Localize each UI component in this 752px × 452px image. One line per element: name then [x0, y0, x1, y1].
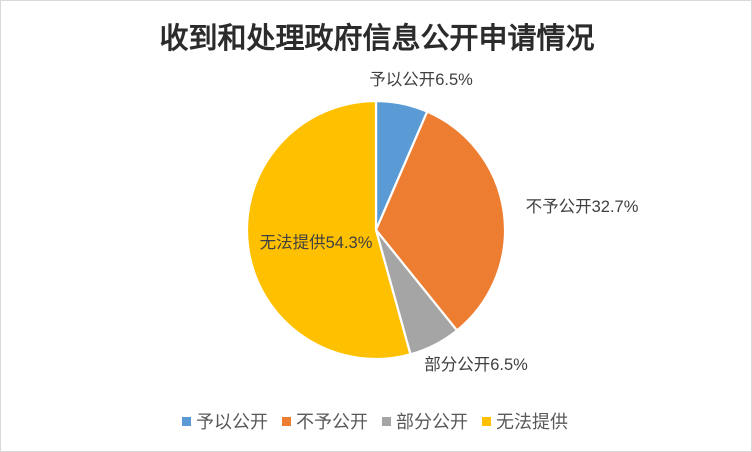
svg-text:不予公开32.7%: 不予公开32.7%: [526, 197, 639, 216]
svg-text:予以公开6.5%: 予以公开6.5%: [369, 70, 473, 89]
svg-text:无法提供54.3%: 无法提供54.3%: [260, 233, 373, 252]
svg-text:部分公开6.5%: 部分公开6.5%: [424, 355, 528, 374]
